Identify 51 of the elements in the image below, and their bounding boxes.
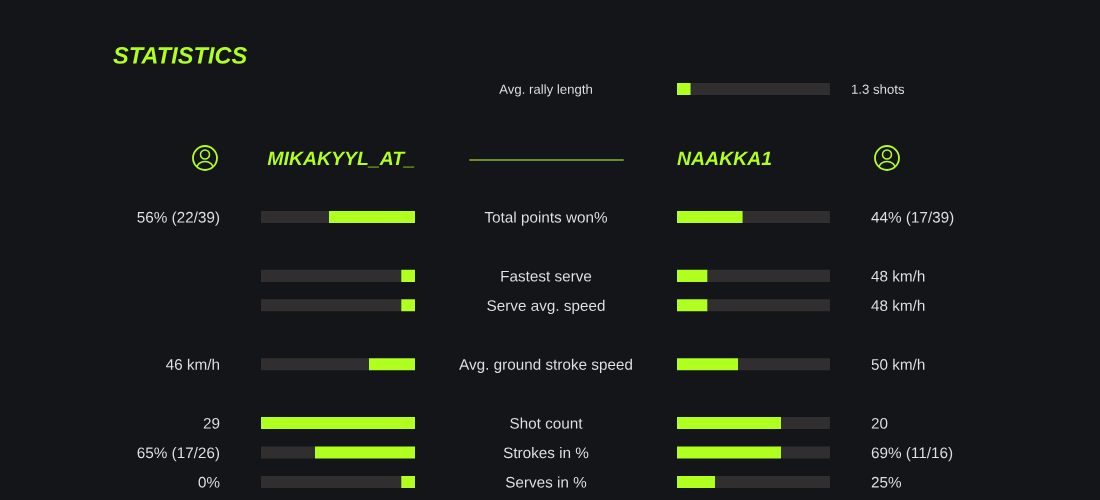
bar bbox=[707, 269, 830, 282]
bar bbox=[677, 417, 782, 430]
bar bbox=[401, 299, 415, 312]
y-tick-label: Avg. ground stroke speed bbox=[459, 358, 632, 373]
text: 1.3 shots bbox=[852, 84, 905, 94]
y-tick-label: Total points won% bbox=[484, 211, 608, 226]
bar bbox=[677, 210, 743, 224]
bar bbox=[261, 299, 402, 312]
bar bbox=[401, 475, 415, 488]
bar bbox=[677, 446, 782, 459]
bar bbox=[781, 446, 830, 459]
bar bbox=[401, 269, 415, 282]
y-tick-label: Strokes in % bbox=[503, 446, 589, 459]
y-tick-label: Serves in % bbox=[505, 476, 587, 488]
bar bbox=[314, 446, 415, 459]
text: 25% bbox=[871, 476, 902, 488]
bar bbox=[261, 358, 369, 371]
y-tick-label: Avg. rally length bbox=[499, 84, 592, 97]
text: 44% (17/39) bbox=[871, 211, 954, 226]
bar bbox=[261, 269, 402, 282]
bar bbox=[261, 417, 415, 430]
bar bbox=[677, 475, 716, 488]
text: 50 km/h bbox=[871, 358, 925, 370]
text: 69% (11/16) bbox=[871, 446, 953, 462]
y-tick-label: Fastest serve bbox=[501, 270, 592, 282]
text: 65% (17/26) bbox=[137, 446, 220, 462]
y-tick-label: Shot count bbox=[510, 417, 583, 429]
bar bbox=[261, 475, 402, 488]
bar bbox=[328, 210, 415, 224]
bar bbox=[677, 269, 708, 282]
text: 46 km/h bbox=[166, 358, 220, 370]
text: 48 km/h bbox=[871, 299, 925, 312]
text: 48 km/h bbox=[871, 270, 925, 282]
bar bbox=[742, 210, 830, 224]
bar bbox=[707, 299, 830, 312]
chart-title: STATISTICS bbox=[113, 47, 248, 64]
text: 0% bbox=[198, 476, 220, 488]
bar bbox=[715, 475, 830, 488]
text: 29 bbox=[203, 417, 220, 429]
text: MIKAKYYL_AT_ bbox=[267, 151, 415, 168]
bar bbox=[261, 210, 329, 224]
bar bbox=[677, 358, 739, 371]
bar bbox=[368, 358, 415, 371]
text: NAAKKA1 bbox=[677, 151, 772, 166]
bar bbox=[677, 299, 708, 312]
text: 20 bbox=[871, 417, 888, 429]
bar bbox=[261, 446, 315, 459]
bar bbox=[781, 417, 830, 430]
y-tick-label: Serve avg. speed bbox=[487, 299, 605, 315]
bar bbox=[738, 358, 830, 371]
text: 56% (22/39) bbox=[137, 211, 220, 226]
